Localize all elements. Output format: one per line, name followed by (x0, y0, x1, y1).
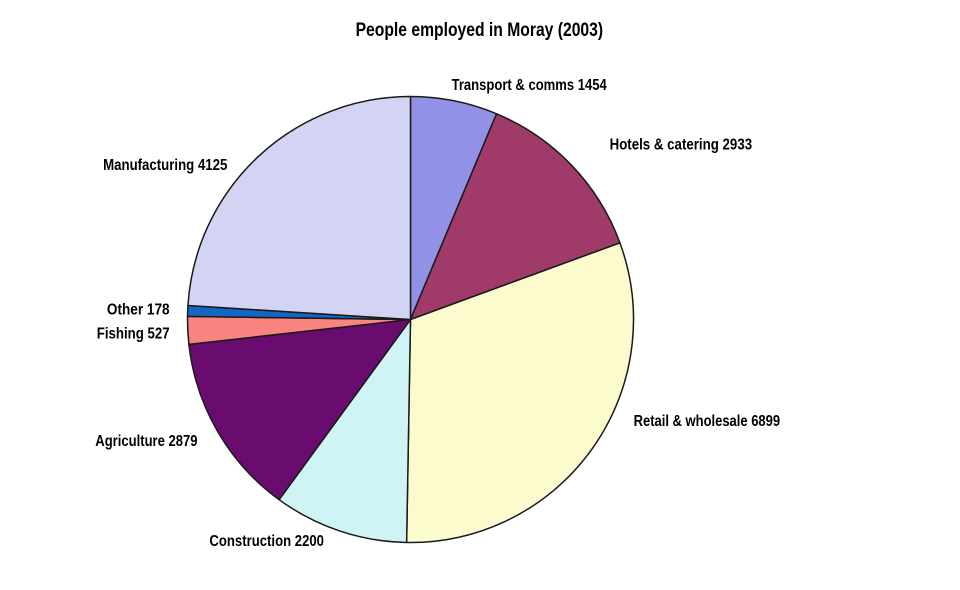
svg-text:Retail & wholesale 6899: Retail & wholesale 6899 (634, 413, 781, 430)
svg-text:Other 178: Other 178 (107, 302, 170, 319)
svg-text:Transport & comms 1454: Transport & comms 1454 (452, 77, 607, 94)
svg-text:People employed in Moray (2003: People employed in Moray (2003) (356, 20, 603, 41)
svg-text:Manufacturing 4125: Manufacturing 4125 (103, 157, 227, 174)
svg-text:Agriculture 2879: Agriculture 2879 (95, 433, 197, 450)
svg-text:Fishing 527: Fishing 527 (97, 326, 170, 343)
svg-text:Hotels & catering 2933: Hotels & catering 2933 (610, 137, 753, 154)
svg-text:Construction 2200: Construction 2200 (209, 533, 324, 550)
